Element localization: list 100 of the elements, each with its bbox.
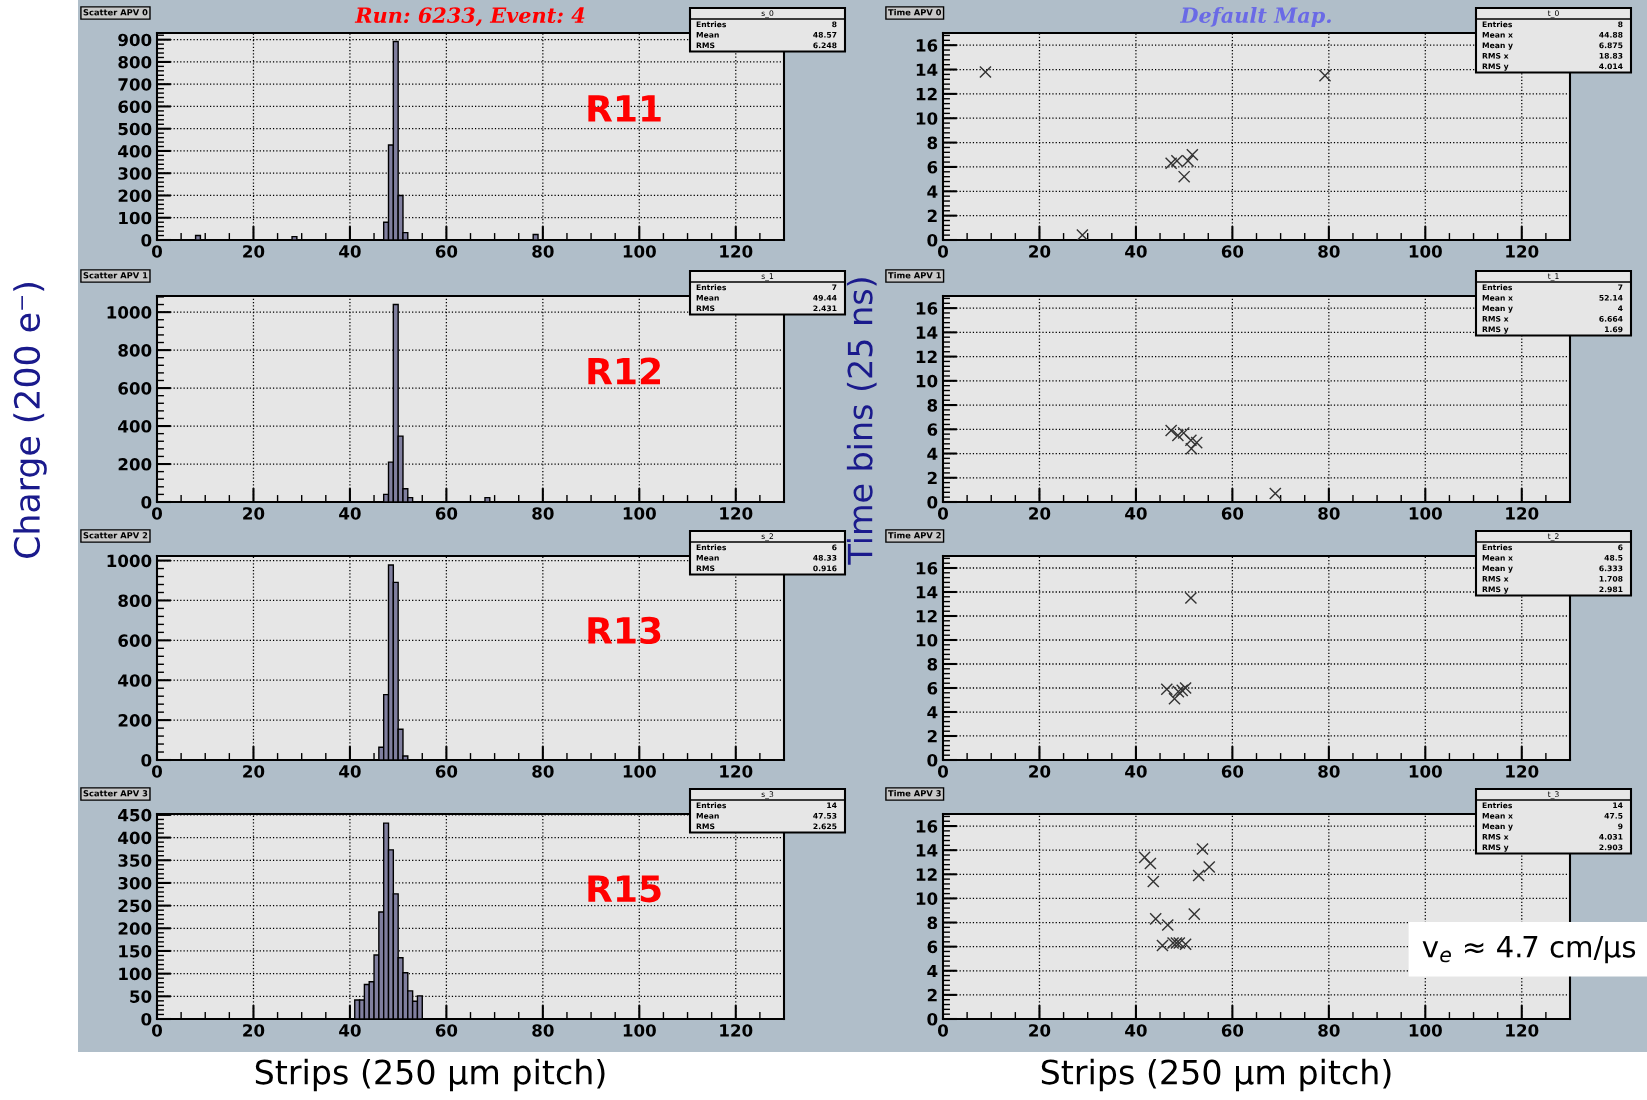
y-tick-label: 600 bbox=[118, 634, 152, 647]
y-tick-label: 2 bbox=[927, 988, 937, 1002]
y-tick-label: 900 bbox=[118, 33, 152, 47]
x-tick-label: 20 bbox=[243, 507, 265, 520]
y-tick-label: 6 bbox=[927, 940, 938, 954]
x-tick-label: 40 bbox=[339, 765, 361, 778]
y-tick-label: 0 bbox=[927, 1012, 938, 1026]
y-tick-label: 350 bbox=[118, 854, 152, 867]
y-tick-label: 2 bbox=[927, 729, 937, 743]
x-tick-label: 0 bbox=[938, 245, 948, 258]
x-tick-label: 100 bbox=[623, 1024, 656, 1037]
y-tick-label: 200 bbox=[118, 189, 152, 203]
text: Time APV 0 bbox=[888, 8, 942, 16]
y-axis-title: Charge (200 e⁻) bbox=[13, 283, 47, 558]
y-tick-label: 10 bbox=[916, 112, 938, 125]
x-tick-label: 80 bbox=[1318, 245, 1340, 258]
x-tick-label: 60 bbox=[435, 1024, 458, 1037]
x-tick-label: 100 bbox=[623, 245, 656, 258]
y-tick-label: 0 bbox=[927, 753, 938, 767]
x-tick-label: 20 bbox=[1029, 507, 1051, 520]
y-tick-label: 0 bbox=[141, 233, 152, 247]
x-tick-label: 40 bbox=[339, 1024, 361, 1037]
x-tick-label: 120 bbox=[720, 765, 753, 778]
y-tick-label: 0 bbox=[141, 753, 152, 767]
x-tick-label: 20 bbox=[1029, 1024, 1051, 1037]
annotation: R12 bbox=[588, 357, 661, 385]
x-tick-label: 80 bbox=[532, 507, 554, 520]
x-tick-label: 80 bbox=[1318, 507, 1340, 520]
y-tick-label: 400 bbox=[118, 144, 152, 158]
y-tick-label: 1000 bbox=[107, 306, 152, 319]
text: Time APV 1 bbox=[888, 271, 941, 279]
y-tick-label: 600 bbox=[118, 100, 152, 114]
chart-title: Run: 6233, Event: 4 bbox=[354, 7, 585, 27]
x-tick-label: 60 bbox=[1221, 765, 1244, 778]
y-tick-label: 800 bbox=[118, 55, 152, 69]
y-tick-label: 12 bbox=[916, 609, 937, 623]
x-tick-label: 0 bbox=[938, 507, 948, 520]
y-tick-label: 12 bbox=[916, 868, 937, 881]
y-tick-label: 0 bbox=[927, 495, 938, 509]
y-tick-label: 250 bbox=[118, 899, 152, 913]
text: Time APV 2 bbox=[888, 531, 941, 539]
y-tick-label: 800 bbox=[118, 344, 152, 357]
x-tick-label: 100 bbox=[1409, 245, 1442, 258]
y-tick-label: 14 bbox=[916, 844, 938, 857]
text: Scatter APV 0 bbox=[83, 9, 148, 16]
text: Time APV 3 bbox=[888, 789, 941, 797]
y-tick-label: 500 bbox=[118, 122, 152, 136]
text: Scatter APV 2 bbox=[83, 532, 148, 539]
y-tick-label: 800 bbox=[118, 594, 152, 608]
annotation: R13 bbox=[588, 616, 661, 644]
x-tick-label: 120 bbox=[720, 245, 753, 258]
y-tick-label: 8 bbox=[927, 657, 938, 671]
y-tick-label: 400 bbox=[118, 831, 152, 845]
x-tick-label: 60 bbox=[1221, 245, 1244, 258]
x-tick-label: 0 bbox=[152, 507, 162, 520]
chart-title: Default Map. bbox=[1179, 6, 1331, 28]
y-tick-label: 4 bbox=[927, 964, 938, 978]
y-tick-label: 16 bbox=[916, 561, 938, 575]
x-tick-label: 120 bbox=[1506, 507, 1539, 520]
x-tick-label: 80 bbox=[1318, 765, 1340, 778]
x-tick-label: 0 bbox=[938, 765, 948, 778]
x-tick-label: 80 bbox=[1318, 1024, 1340, 1037]
x-tick-label: 40 bbox=[339, 245, 361, 258]
y-tick-label: 10 bbox=[916, 633, 938, 647]
y-tick-label: 1000 bbox=[107, 554, 152, 568]
x-tick-label: 100 bbox=[1409, 765, 1442, 778]
y-tick-label: 4 bbox=[927, 447, 938, 460]
y-tick-label: 4 bbox=[927, 706, 938, 719]
annotation: R11 bbox=[588, 95, 661, 122]
x-tick-label: 100 bbox=[623, 765, 656, 778]
y-tick-label: 50 bbox=[130, 990, 152, 1003]
y-tick-label: 8 bbox=[927, 399, 938, 412]
y-tick-label: 6 bbox=[927, 160, 938, 174]
x-tick-label: 40 bbox=[1125, 1024, 1147, 1037]
x-tick-label: 0 bbox=[152, 245, 162, 258]
y-tick-label: 8 bbox=[927, 136, 938, 150]
y-tick-label: 2 bbox=[927, 209, 937, 222]
y-tick-label: 12 bbox=[916, 350, 937, 363]
y-tick-label: 200 bbox=[118, 922, 152, 935]
y-tick-label: 14 bbox=[916, 63, 938, 76]
annotation: v$_{e}$ ≈ 4.7 cm/µs bbox=[1422, 936, 1636, 964]
y-tick-label: 14 bbox=[916, 326, 938, 339]
y-tick-label: 6 bbox=[927, 423, 938, 436]
y-tick-label: 0 bbox=[141, 1012, 152, 1026]
y-tick-label: 300 bbox=[118, 167, 152, 180]
y-tick-label: 600 bbox=[118, 382, 152, 395]
x-tick-label: 120 bbox=[1506, 765, 1539, 778]
y-tick-label: 400 bbox=[118, 674, 152, 687]
x-tick-label: 120 bbox=[720, 507, 753, 520]
x-tick-label: 80 bbox=[532, 245, 554, 258]
x-tick-label: 0 bbox=[152, 765, 162, 778]
x-tick-label: 60 bbox=[435, 507, 458, 520]
y-tick-label: 16 bbox=[916, 39, 938, 52]
annotation: R15 bbox=[588, 875, 661, 903]
x-tick-label: 20 bbox=[1029, 245, 1051, 258]
y-tick-label: 300 bbox=[118, 876, 152, 890]
x-axis-title: Strips (250 µm pitch) bbox=[1041, 1058, 1391, 1092]
x-tick-label: 20 bbox=[243, 1024, 265, 1037]
x-axis-title: Strips (250 µm pitch) bbox=[255, 1058, 605, 1092]
x-tick-label: 120 bbox=[1506, 1024, 1539, 1037]
